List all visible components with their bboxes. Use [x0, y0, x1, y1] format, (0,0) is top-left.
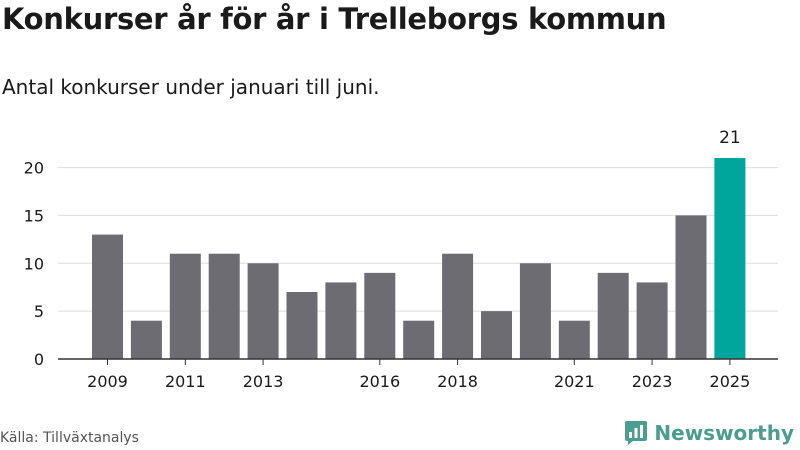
x-tick-label: 2013 — [243, 372, 284, 391]
bar-2023 — [636, 282, 668, 359]
brand-name: Newsworthy — [654, 421, 794, 445]
bar-2010 — [130, 320, 162, 359]
bar-2009 — [92, 234, 123, 359]
bar-2019 — [481, 311, 512, 359]
bar-2018 — [442, 253, 474, 359]
y-axis-ticks: 0 5 10 15 20 — [24, 159, 44, 369]
y-tick-label: 20 — [24, 159, 44, 178]
bar-2025 — [714, 158, 746, 359]
bar-2012 — [208, 253, 240, 359]
y-tick-label: 15 — [24, 206, 44, 225]
x-tick-label: 2025 — [710, 372, 751, 391]
x-tick-label: 2016 — [359, 372, 400, 391]
bar-2011 — [169, 253, 201, 359]
chart-subtitle: Antal konkurser under januari till juni. — [2, 75, 380, 99]
x-tick-label: 2018 — [437, 372, 478, 391]
bar-2016 — [364, 272, 396, 359]
y-tick-label: 5 — [34, 302, 44, 321]
bar-value-label: 21 — [719, 128, 741, 148]
x-axis-ticks: 2009 2011 2013 2016 2018 2021 2023 2025 — [87, 359, 750, 391]
bar-chart: 21 0 5 10 15 20 2009 2011 2013 2016 2018 2021 2023… — [24, 128, 778, 391]
y-tick-label: 0 — [34, 350, 44, 369]
bar-2015 — [325, 282, 357, 359]
x-tick-label: 2021 — [554, 372, 595, 391]
brand: Newsworthy — [624, 420, 794, 446]
bars — [92, 158, 746, 359]
grid-lines — [58, 167, 778, 312]
x-tick-label: 2009 — [87, 372, 128, 391]
bar-labels: 21 — [719, 128, 741, 148]
bar-2013 — [247, 263, 279, 359]
bar-2014 — [286, 292, 318, 359]
bar-2017 — [403, 320, 435, 359]
source-note: Källa: Tillväxtanalys — [0, 430, 139, 446]
bar-2020 — [519, 263, 551, 359]
y-tick-label: 10 — [24, 254, 44, 273]
x-tick-label: 2023 — [632, 372, 673, 391]
x-tick-label: 2011 — [165, 372, 206, 391]
bar-2024 — [675, 215, 707, 359]
bar-2021 — [558, 320, 590, 359]
newsworthy-logo-icon — [625, 421, 648, 445]
chart-title: Konkurser år för år i Trelleborgs kommun — [2, 2, 667, 36]
bar-2022 — [597, 272, 629, 359]
